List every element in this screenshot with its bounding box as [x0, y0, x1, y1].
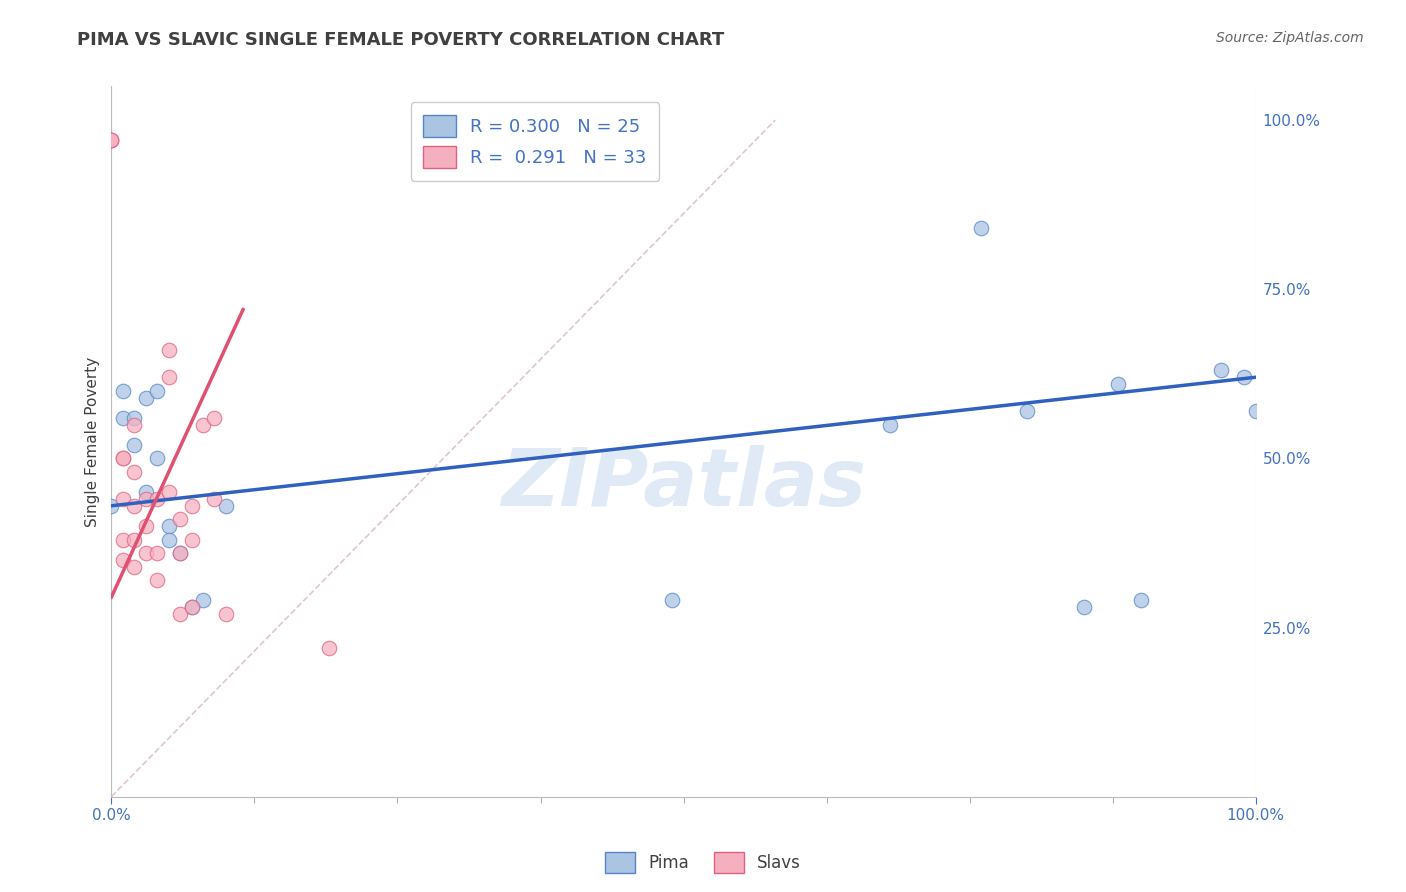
Point	[879, 417, 901, 432]
Point	[1233, 370, 1256, 384]
Point	[100, 133, 122, 147]
Point	[146, 451, 169, 466]
Point	[124, 559, 146, 574]
Text: Source: ZipAtlas.com: Source: ZipAtlas.com	[1216, 31, 1364, 45]
Point	[180, 600, 202, 615]
Point	[157, 485, 180, 500]
Point	[1130, 593, 1153, 607]
Point	[169, 607, 191, 621]
Point	[135, 391, 157, 405]
Point	[169, 546, 191, 560]
Point	[124, 438, 146, 452]
Legend: Pima, Slavs: Pima, Slavs	[598, 846, 808, 880]
Point	[111, 491, 134, 506]
Legend: R = 0.300   N = 25, R =  0.291   N = 33: R = 0.300 N = 25, R = 0.291 N = 33	[411, 103, 659, 181]
Point	[157, 370, 180, 384]
Point	[191, 593, 214, 607]
Point	[661, 593, 683, 607]
Point	[169, 512, 191, 526]
Point	[202, 491, 225, 506]
Point	[180, 533, 202, 547]
Point	[135, 491, 157, 506]
Point	[215, 499, 238, 513]
Point	[146, 546, 169, 560]
Point	[180, 600, 202, 615]
Point	[157, 519, 180, 533]
Point	[135, 519, 157, 533]
Point	[180, 499, 202, 513]
Point	[202, 410, 225, 425]
Text: PIMA VS SLAVIC SINGLE FEMALE POVERTY CORRELATION CHART: PIMA VS SLAVIC SINGLE FEMALE POVERTY COR…	[77, 31, 724, 49]
Point	[146, 384, 169, 398]
Point	[100, 133, 122, 147]
Point	[157, 343, 180, 358]
Point	[111, 410, 134, 425]
Point	[146, 573, 169, 587]
Point	[1211, 363, 1233, 377]
Point	[124, 417, 146, 432]
Point	[124, 465, 146, 479]
Point	[1073, 600, 1095, 615]
Point	[124, 410, 146, 425]
Point	[1015, 404, 1038, 418]
Point	[1107, 377, 1129, 392]
Point	[124, 533, 146, 547]
Point	[157, 533, 180, 547]
Y-axis label: Single Female Poverty: Single Female Poverty	[86, 357, 100, 526]
Point	[191, 417, 214, 432]
Point	[111, 384, 134, 398]
Point	[124, 499, 146, 513]
Text: ZIPatlas: ZIPatlas	[501, 445, 866, 523]
Point	[135, 546, 157, 560]
Point	[111, 451, 134, 466]
Point	[100, 133, 122, 147]
Point	[111, 451, 134, 466]
Point	[146, 491, 169, 506]
Point	[135, 485, 157, 500]
Point	[1244, 404, 1267, 418]
Point	[111, 533, 134, 547]
Point	[970, 221, 993, 235]
Point	[111, 553, 134, 567]
Point	[215, 607, 238, 621]
Point	[100, 499, 122, 513]
Point	[169, 546, 191, 560]
Point	[318, 640, 340, 655]
